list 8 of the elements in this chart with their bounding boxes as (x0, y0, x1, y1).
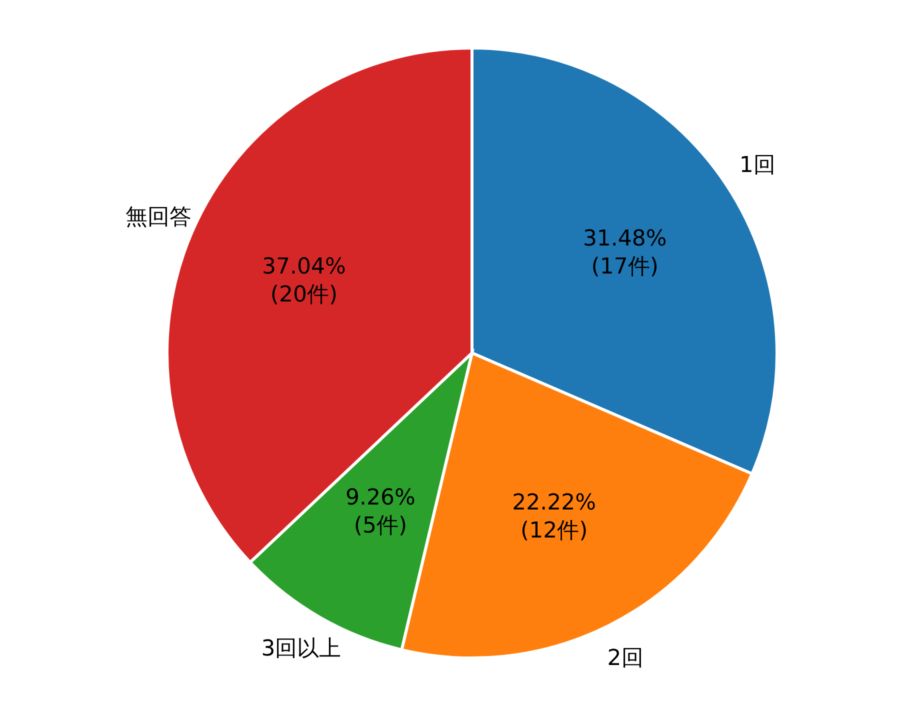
data-label: 31.48% (17件) (582, 226, 667, 279)
data-label: 37.04% (20件) (262, 254, 346, 308)
slice-label: 3回以上 (261, 636, 342, 662)
slice-label: 2回 (607, 646, 644, 671)
data-label: 22.22% (12件) (512, 490, 596, 544)
slice-label: 無回答 (125, 205, 192, 230)
data-label: 9.26% (5件) (346, 484, 416, 538)
slice-label: 1回 (739, 152, 776, 178)
